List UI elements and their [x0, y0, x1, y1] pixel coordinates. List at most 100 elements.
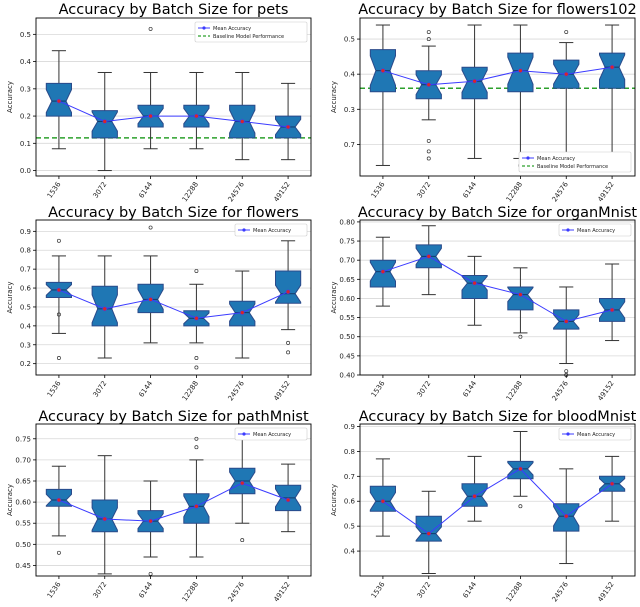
box-body: [275, 270, 302, 304]
box-3072: [91, 455, 118, 575]
mean-point-1536: [380, 498, 386, 504]
mean-point-3072: [426, 254, 431, 259]
box-3072: [415, 225, 442, 296]
y-axis-label: Accuracy: [330, 282, 338, 314]
x-tick-label: 3072: [92, 181, 109, 200]
chart-title: Accuracy by Batch Size for bloodMnist: [359, 409, 637, 425]
legend: Mean Accuracy: [234, 427, 308, 441]
x-tick-label: 6144: [137, 379, 154, 399]
y-tick-label: 0.4: [20, 58, 32, 66]
x-tick-label: 6144: [461, 580, 478, 600]
mean-point-6144: [148, 518, 153, 524]
x-tick-label: 3072: [416, 181, 433, 200]
legend: Mean Accuracy: [234, 223, 308, 237]
x-tick-label: 12288: [181, 581, 200, 604]
legend-box: [194, 21, 308, 43]
y-tick-label: 0.80: [339, 218, 355, 226]
x-tick-label: 1536: [46, 180, 63, 200]
x-tick-label: 24576: [551, 580, 571, 603]
x-tick-label: 49152: [272, 380, 291, 403]
box-49152: [599, 455, 626, 522]
mean-point-12288: [518, 292, 523, 297]
x-tick-label: 1536: [46, 580, 63, 600]
outlier-point: [194, 269, 199, 273]
outlier-point: [518, 504, 523, 509]
x-tick-label: 24576: [551, 180, 571, 203]
y-tick-label: 0.65: [339, 276, 355, 284]
mean-point-3072: [426, 82, 431, 87]
mean-point-12288: [518, 68, 523, 73]
y-tick-label: 0.3: [20, 341, 31, 349]
mean-point-3072: [426, 531, 431, 536]
legend: Mean Accuracy Baseline Model Performance: [518, 151, 632, 173]
box-6144: [461, 24, 488, 159]
box-1536: [45, 238, 72, 360]
box-body: [415, 515, 442, 542]
box-6144: [137, 26, 164, 150]
outlier-point: [194, 445, 199, 450]
mean-point-1536: [56, 98, 62, 104]
box-49152: [599, 263, 626, 342]
y-tick-label: 0.65: [15, 478, 31, 486]
legend-box: [518, 151, 632, 173]
legend: Mean Accuracy: [558, 427, 632, 441]
box-6144: [461, 455, 488, 522]
outlier-point: [240, 538, 245, 543]
x-tick-label: 24576: [551, 379, 571, 402]
legend-mean-marker: [566, 228, 570, 232]
box-24576: [229, 26, 256, 161]
chart-panel-4: Accuracy by Batch Size for organMnist 0.4…: [330, 205, 637, 402]
outlier-point: [426, 30, 431, 34]
y-tick-label: 0.5: [344, 523, 355, 531]
y-axis-label: Accuracy: [330, 81, 338, 113]
mean-point-12288: [194, 504, 199, 509]
outlier-point: [56, 238, 61, 243]
x-tick-label: 3072: [92, 380, 109, 399]
y-tick-label: 0.5: [20, 31, 31, 39]
y-tick-label: 0.50: [339, 333, 355, 341]
y-tick-label: 0.2: [20, 113, 31, 121]
y-tick-label: 0.3: [344, 106, 355, 114]
mean-point-24576: [564, 513, 569, 519]
y-tick-label: 0.4: [344, 548, 356, 556]
x-tick-label: 1536: [46, 379, 63, 399]
chart-panel-5: Accuracy by Batch Size for pathMnist 0.45…: [6, 409, 312, 604]
chart-title: Accuracy by Batch Size for pathMnist: [38, 409, 309, 425]
box-body: [91, 110, 118, 139]
legend-label: Mean Accuracy: [213, 26, 251, 32]
y-axis-label: Accuracy: [6, 282, 14, 314]
legend: Mean Accuracy Baseline Model Performance: [194, 21, 308, 43]
outlier-point: [564, 30, 569, 34]
chart-title: Accuracy by Batch Size for flowers: [48, 205, 299, 221]
mean-point-3072: [102, 516, 107, 522]
legend-mean-marker: [202, 26, 206, 30]
box-body: [599, 52, 626, 89]
x-tick-label: 49152: [596, 581, 615, 604]
legend-box: [558, 427, 632, 441]
y-axis-label: Accuracy: [6, 484, 14, 516]
legend-label: Baseline Model Performance: [213, 34, 284, 40]
outlier-point: [56, 356, 61, 360]
mean-point-1536: [56, 497, 62, 503]
mean-point-6144: [472, 494, 477, 499]
y-tick-label: 0.70: [339, 257, 355, 265]
x-tick-label: 3072: [416, 581, 433, 600]
x-tick-label: 12288: [505, 380, 524, 403]
x-tick-label: 12288: [181, 380, 200, 403]
legend-label: Mean Accuracy: [253, 432, 291, 438]
y-tick-label: 0.60: [339, 295, 355, 303]
y-tick-label: 0.75: [339, 238, 355, 246]
mean-accuracy-line: [382, 468, 613, 535]
chart-panel-3: Accuracy by Batch Size for flowers 0.2 0.3…: [6, 205, 312, 403]
y-tick-label: 0.7: [344, 141, 355, 149]
mean-point-49152: [609, 307, 615, 313]
mean-point-49152: [609, 64, 615, 70]
y-tick-label: 0.6: [20, 285, 32, 293]
y-tick-label: 0.9: [344, 423, 355, 431]
y-tick-label: 0.70: [15, 456, 31, 464]
box-12288: [183, 436, 210, 558]
mean-point-24576: [240, 119, 245, 124]
outlier-point: [286, 340, 291, 345]
x-tick-label: 49152: [272, 581, 291, 604]
plot-frame: [35, 423, 312, 577]
